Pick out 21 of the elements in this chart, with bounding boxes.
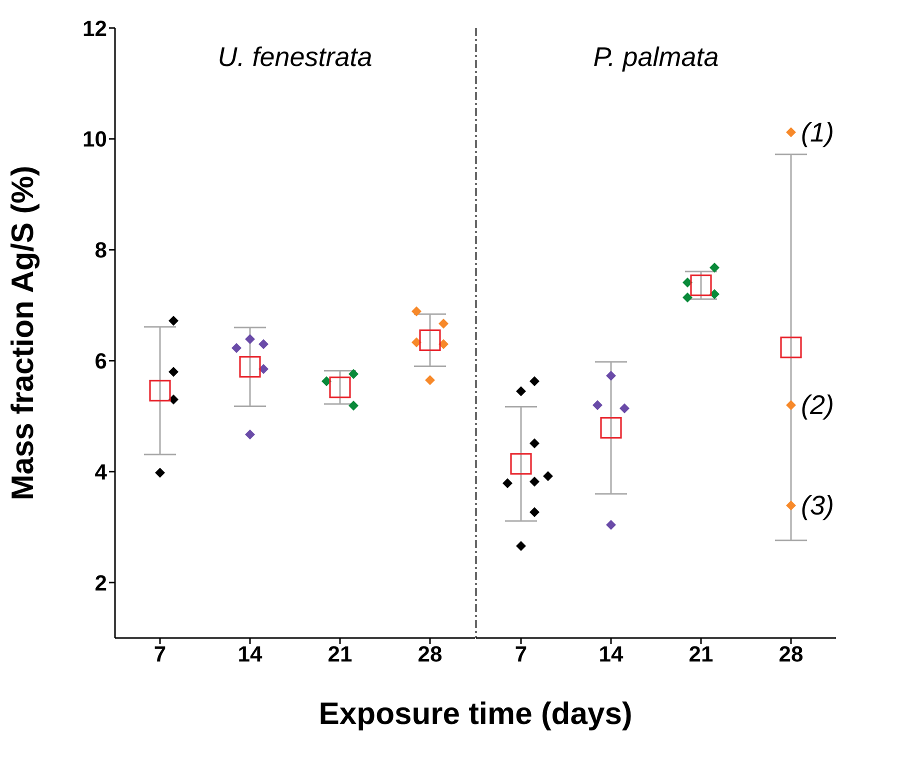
y-tick-label: 2 xyxy=(94,570,107,596)
text: U. fenestrata xyxy=(218,42,372,72)
text: P. palmata xyxy=(593,42,719,72)
x-tick-label: 21 xyxy=(688,642,714,667)
annotation: (1) xyxy=(801,117,834,148)
x-tick-label: 21 xyxy=(328,642,352,667)
x-tick-label: 7 xyxy=(514,642,528,667)
x-tick-label: 28 xyxy=(418,642,442,667)
annotation: (3) xyxy=(801,490,834,520)
y-axis-title: Mass fraction Ag/S (%) xyxy=(5,166,40,500)
x-tick-label: 14 xyxy=(238,642,263,667)
annotation: (2) xyxy=(801,390,834,420)
x-tick-label: 14 xyxy=(598,642,624,667)
y-tick-label: 6 xyxy=(94,348,107,374)
x-tick-label: 28 xyxy=(778,642,804,667)
x-tick-label: 7 xyxy=(154,642,166,667)
x-axis-title: Exposure time (days) xyxy=(318,696,634,732)
y-tick-label: 8 xyxy=(94,238,107,263)
y-tick-label: 12 xyxy=(82,16,107,41)
y-tick-label: 4 xyxy=(94,459,108,484)
y-tick-label: 10 xyxy=(82,126,107,152)
